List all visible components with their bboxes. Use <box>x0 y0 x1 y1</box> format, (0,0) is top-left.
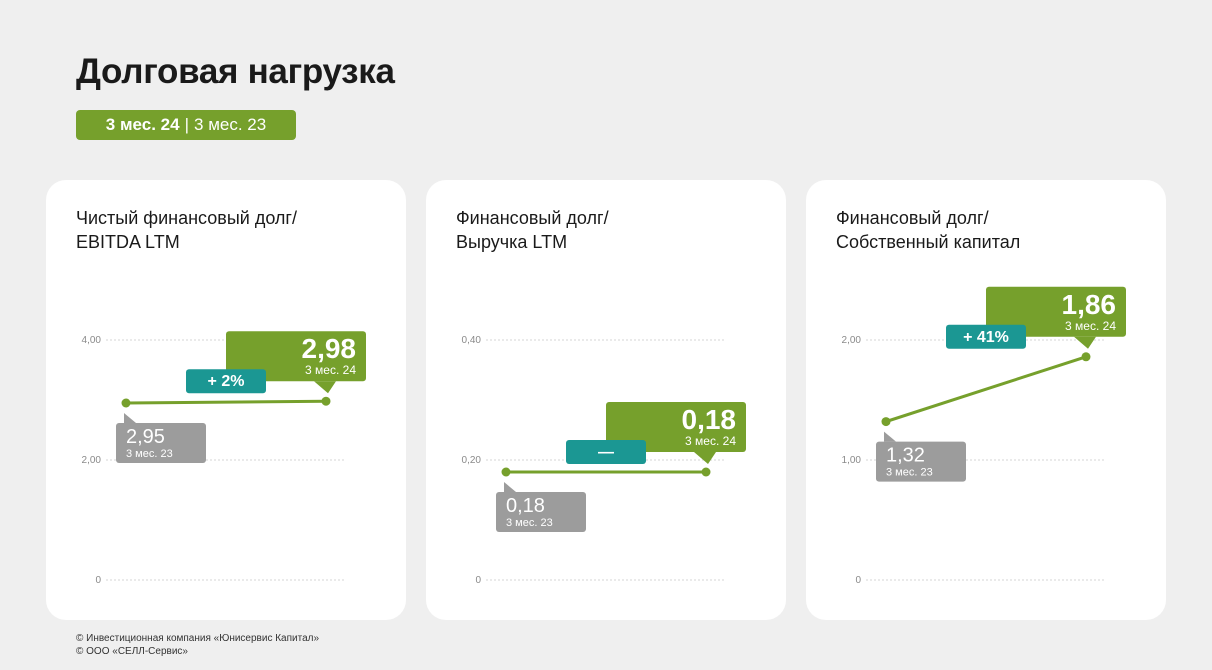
period-previous: 3 мес. 23 <box>194 115 267 134</box>
y-tick-label: 2,00 <box>842 335 862 346</box>
page-title: Долговая нагрузка <box>76 52 395 91</box>
callout-current <box>606 402 746 452</box>
chart-title: Финансовый долг/ Выручка LTM <box>456 208 609 252</box>
callout-pointer-previous <box>124 413 136 423</box>
change-badge <box>566 440 646 464</box>
chart-title: Финансовый долг/ Собственный капитал <box>836 208 1021 252</box>
value-label-current: 0,18 <box>682 404 737 435</box>
chart-card-debt-equity: Финансовый долг/ Собственный капитал 0 1,… <box>806 180 1166 620</box>
value-label-previous: 2,95 <box>126 426 165 448</box>
y-tick-label: 0,40 <box>462 335 482 346</box>
value-label-current: 2,98 <box>302 333 357 364</box>
chart-svg: 0 1,00 2,00 1,323 мес. 23 1,863 мес. 24 + 41% <box>842 286 1126 586</box>
data-point-previous <box>881 417 891 427</box>
callout-pointer-current <box>314 381 336 394</box>
change-badge <box>946 324 1026 349</box>
value-label-previous: 0,18 <box>506 495 545 517</box>
chart-svg: 0 2,00 4,00 2,953 мес. 23 2,983 мес. 24 + 2% <box>82 331 366 586</box>
period-label-current: 3 мес. 24 <box>305 363 356 377</box>
y-tick-label: 0 <box>95 575 101 586</box>
change-badge <box>186 369 266 394</box>
callout-pointer-current <box>694 452 716 464</box>
callout-current <box>226 331 366 382</box>
period-label-current: 3 мес. 24 <box>685 434 736 448</box>
chart-title: Чистый финансовый долг/ EBITDA LTM <box>76 208 298 252</box>
series-line <box>885 355 1087 424</box>
change-label: + 2% <box>208 373 245 390</box>
y-tick-label: 1,00 <box>842 455 862 466</box>
y-tick-label: 0 <box>475 575 481 586</box>
chart-card-net-debt-ebitda: Чистый финансовый долг/ EBITDA LTM 0 2,00… <box>46 180 406 620</box>
period-label-previous: 3 мес. 23 <box>126 448 173 460</box>
period-separator: | <box>184 115 190 134</box>
footer: © Инвестиционная компания «Юнисервис Кап… <box>76 632 319 658</box>
change-label: — <box>598 444 614 461</box>
change-label: + 41% <box>963 329 1009 346</box>
data-point-previous <box>501 467 511 477</box>
callout-pointer-current <box>1074 336 1096 349</box>
value-label-previous: 1,32 <box>886 445 925 467</box>
chart-card-debt-revenue: Финансовый долг/ Выручка LTM 0 0,20 0,40 0,… <box>426 180 786 620</box>
value-label-current: 1,86 <box>1062 289 1117 320</box>
chart-svg: 00,200,400,183 мес. 230,183 мес. 24— <box>462 335 746 586</box>
data-point-previous <box>121 398 131 408</box>
footer-line: © ООО «СЕЛЛ-Сервис» <box>76 646 188 657</box>
callout-previous <box>116 423 206 463</box>
callout-previous <box>876 441 966 482</box>
data-point-current <box>321 396 331 406</box>
y-tick-label: 4,00 <box>82 335 102 346</box>
data-point-current <box>1081 352 1091 362</box>
period-label-previous: 3 мес. 23 <box>886 467 933 479</box>
period-label-current: 3 мес. 24 <box>1065 319 1116 333</box>
callout-previous <box>496 492 586 532</box>
data-point-current <box>701 467 711 477</box>
callout-pointer-previous <box>884 431 896 442</box>
y-tick-label: 0,20 <box>462 455 482 466</box>
period-badge: 3 мес. 24 | 3 мес. 23 <box>76 110 296 140</box>
callout-current <box>986 286 1126 337</box>
callout-pointer-previous <box>504 482 516 492</box>
y-tick-label: 0 <box>855 575 861 586</box>
series-line <box>125 399 327 405</box>
period-current: 3 мес. 24 <box>105 115 180 134</box>
y-tick-label: 2,00 <box>82 455 102 466</box>
footer-line: © Инвестиционная компания «Юнисервис Кап… <box>76 633 320 644</box>
period-label-previous: 3 мес. 23 <box>506 517 553 529</box>
